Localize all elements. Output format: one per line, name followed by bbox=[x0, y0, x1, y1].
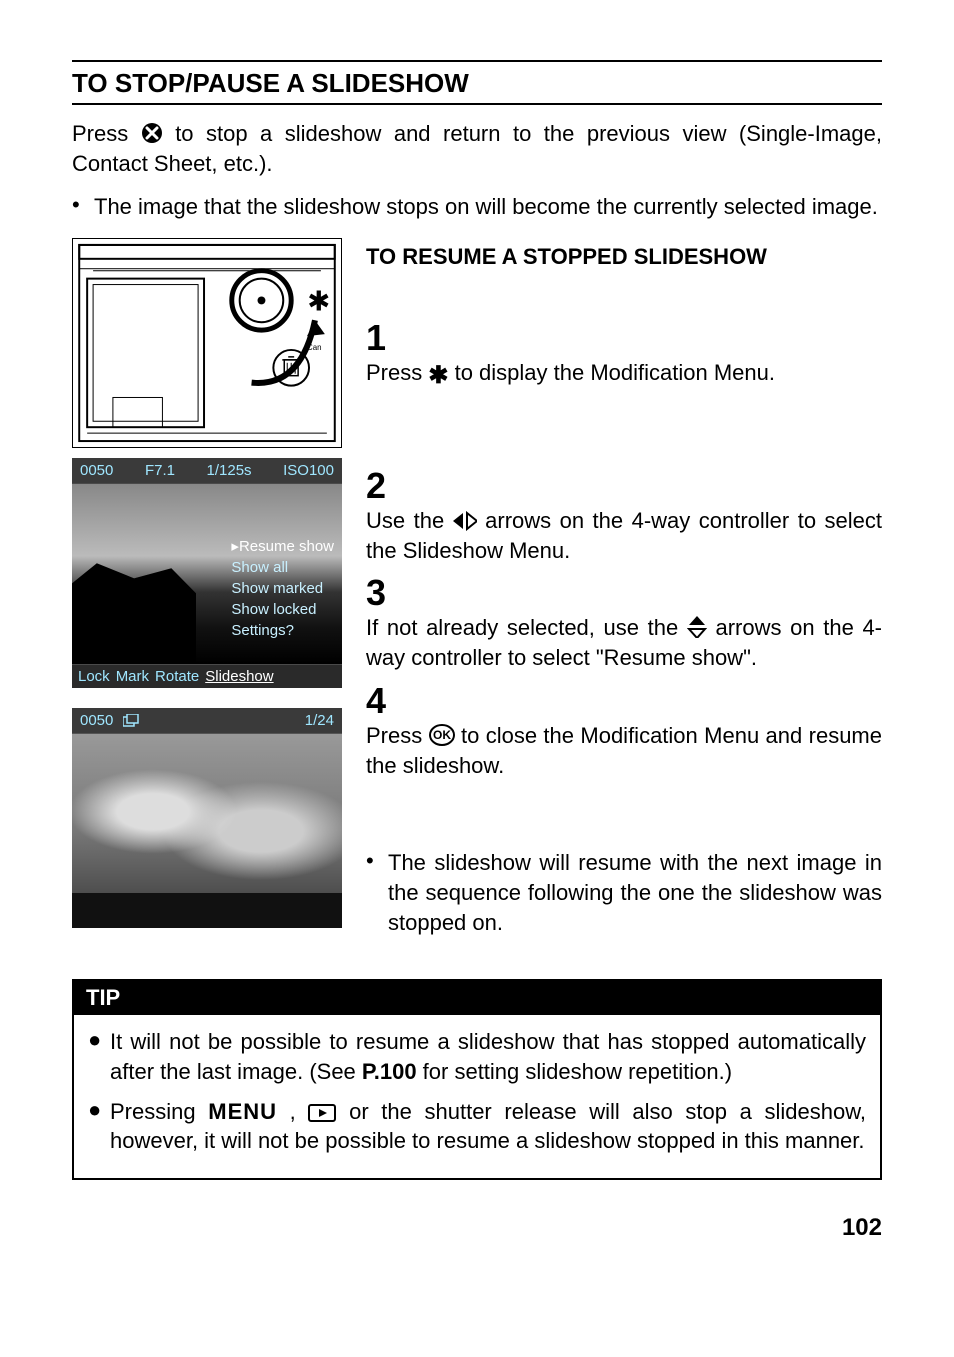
step-1-after: to display the Modification Menu. bbox=[448, 360, 775, 385]
lcd-screenshot-sky: 0050 1/24 bbox=[72, 708, 342, 928]
lcd1-shutter: 1/125s bbox=[207, 462, 252, 479]
menu-button-label: MENU bbox=[208, 1099, 277, 1124]
page-number: 102 bbox=[72, 1214, 882, 1242]
step-1-number: 1 bbox=[366, 320, 882, 356]
step-1-before: Press bbox=[366, 360, 428, 385]
lcd1-bottom-slideshow: Slideshow bbox=[205, 668, 273, 685]
tip1-after: for setting slideshow repetition.) bbox=[417, 1059, 733, 1084]
svg-text:OK: OK bbox=[433, 728, 451, 742]
play-rect-icon bbox=[308, 1104, 336, 1122]
lcd1-menu-settings: Settings? bbox=[231, 620, 334, 641]
tip2-mid1: , bbox=[277, 1099, 308, 1124]
resume-note-text: The slideshow will resume with the next … bbox=[388, 848, 882, 937]
lcd1-bottom-lock: Lock bbox=[78, 668, 110, 685]
up-down-arrows-icon bbox=[687, 616, 707, 638]
step-2-number: 2 bbox=[366, 468, 882, 504]
lcd2-counter: 1/24 bbox=[305, 712, 334, 729]
star-icon: ✱ bbox=[428, 360, 448, 392]
tip-bullet-1: ● It will not be possible to resume a sl… bbox=[88, 1027, 866, 1086]
tip-bullet-2: ● Pressing MENU , or the shutter release… bbox=[88, 1097, 866, 1156]
step-2-before: Use the bbox=[366, 508, 453, 533]
lcd2-id: 0050 bbox=[80, 712, 113, 729]
tip-header: TIP bbox=[74, 981, 880, 1015]
intro-before: Press bbox=[72, 121, 141, 146]
lcd1-bottom-rotate: Rotate bbox=[155, 668, 199, 685]
tip1-ref: P.100 bbox=[362, 1059, 417, 1084]
resume-title: TO RESUME A STOPPED SLIDESHOW bbox=[366, 244, 882, 270]
intro-after: to stop a slideshow and return to the pr… bbox=[72, 121, 882, 176]
lcd1-menu-resume: ▸Resume show bbox=[231, 536, 334, 557]
section-title: TO STOP/PAUSE A SLIDESHOW bbox=[72, 68, 882, 99]
left-right-arrows-icon bbox=[453, 511, 477, 531]
intro-bullet: • The image that the slideshow stops on … bbox=[72, 192, 882, 222]
bullet-dot: • bbox=[366, 848, 388, 874]
ok-icon: OK bbox=[429, 724, 455, 746]
tip2-before: Pressing bbox=[110, 1099, 208, 1124]
lcd1-id: 0050 bbox=[80, 462, 113, 479]
intro-paragraph: Press to stop a slideshow and return to … bbox=[72, 119, 882, 178]
step-2-text: Use the arrows on the 4-way controller t… bbox=[366, 506, 882, 565]
step-4-text: Press OK to close the Modification Menu … bbox=[366, 721, 882, 780]
step-4-number: 4 bbox=[366, 683, 882, 719]
svg-text:Can: Can bbox=[307, 343, 322, 352]
camera-illustration: ✱ Can bbox=[72, 238, 342, 448]
bullet-dot: ● bbox=[88, 1097, 110, 1123]
stack-icon bbox=[123, 714, 139, 728]
lcd1-fstop: F7.1 bbox=[145, 462, 175, 479]
lcd1-menu-showlocked: Show locked bbox=[231, 599, 334, 620]
step-3-before: If not already selected, use the bbox=[366, 615, 687, 640]
step-1-text: Press ✱ to display the Modification Menu… bbox=[366, 358, 882, 392]
bullet-dot: • bbox=[72, 192, 94, 218]
cancel-icon bbox=[141, 122, 163, 144]
lcd1-bottom-mark: Mark bbox=[116, 668, 149, 685]
intro-bullet-text: The image that the slideshow stops on wi… bbox=[94, 192, 882, 222]
step-3-text: If not already selected, use the arrows … bbox=[366, 613, 882, 672]
lcd-screenshot-menu: 0050 F7.1 1/125s ISO100 ▸Resume show Sho… bbox=[72, 458, 342, 688]
lcd1-menu-showmarked: Show marked bbox=[231, 578, 334, 599]
tip-box: TIP ● It will not be possible to resume … bbox=[72, 979, 882, 1180]
lcd1-iso: ISO100 bbox=[283, 462, 334, 479]
svg-text:✱: ✱ bbox=[307, 285, 330, 316]
step-3-number: 3 bbox=[366, 575, 882, 611]
lcd1-menu-showall: Show all bbox=[231, 557, 334, 578]
bullet-dot: ● bbox=[88, 1027, 110, 1053]
step-4-before: Press bbox=[366, 723, 429, 748]
resume-note-bullet: • The slideshow will resume with the nex… bbox=[366, 848, 882, 937]
